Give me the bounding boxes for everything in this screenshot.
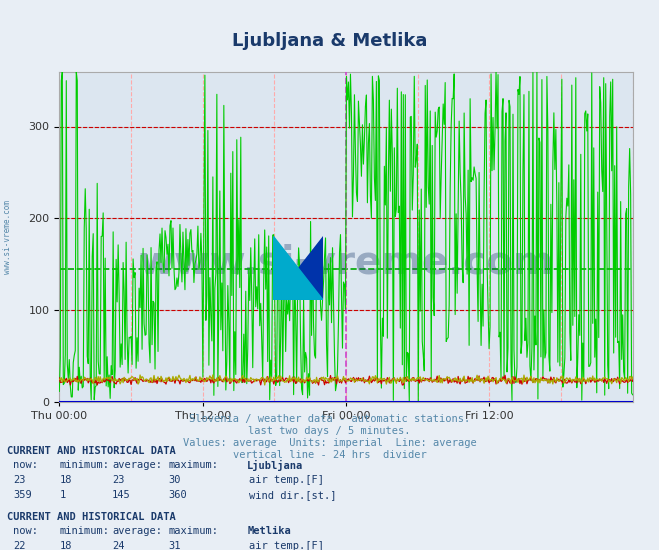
Text: maximum:: maximum: <box>168 526 218 536</box>
Text: 23: 23 <box>13 475 26 485</box>
Text: 31: 31 <box>168 541 181 550</box>
Text: Ljubljana & Metlika: Ljubljana & Metlika <box>232 32 427 50</box>
Text: 23: 23 <box>112 475 125 485</box>
Text: air temp.[F]: air temp.[F] <box>249 541 324 550</box>
Text: CURRENT AND HISTORICAL DATA: CURRENT AND HISTORICAL DATA <box>7 512 175 521</box>
Polygon shape <box>273 236 323 300</box>
Text: average:: average: <box>112 526 162 536</box>
Text: www.si-vreme.com: www.si-vreme.com <box>3 200 13 273</box>
Text: www.si-vreme.com: www.si-vreme.com <box>138 244 554 282</box>
Text: Metlika: Metlika <box>247 526 291 536</box>
Text: 18: 18 <box>59 541 72 550</box>
Text: air temp.[F]: air temp.[F] <box>249 475 324 485</box>
Text: 30: 30 <box>168 475 181 485</box>
Text: 359: 359 <box>13 490 32 500</box>
Text: 24: 24 <box>112 541 125 550</box>
Text: 1: 1 <box>59 490 65 500</box>
Text: Values: average  Units: imperial  Line: average: Values: average Units: imperial Line: av… <box>183 438 476 448</box>
Text: vertical line - 24 hrs  divider: vertical line - 24 hrs divider <box>233 450 426 460</box>
Text: last two days / 5 minutes.: last two days / 5 minutes. <box>248 426 411 436</box>
Text: 22: 22 <box>13 541 26 550</box>
Text: now:: now: <box>13 526 38 536</box>
Text: wind dir.[st.]: wind dir.[st.] <box>249 490 337 500</box>
Polygon shape <box>273 236 323 300</box>
Text: 145: 145 <box>112 490 130 500</box>
Text: 18: 18 <box>59 475 72 485</box>
Text: average:: average: <box>112 460 162 470</box>
Text: maximum:: maximum: <box>168 460 218 470</box>
Text: minimum:: minimum: <box>59 460 109 470</box>
Text: 360: 360 <box>168 490 186 500</box>
Text: Ljubljana: Ljubljana <box>247 460 303 471</box>
Text: CURRENT AND HISTORICAL DATA: CURRENT AND HISTORICAL DATA <box>7 446 175 455</box>
Text: Slovenia / weather data - automatic stations.: Slovenia / weather data - automatic stat… <box>189 414 470 424</box>
Text: minimum:: minimum: <box>59 526 109 536</box>
Text: now:: now: <box>13 460 38 470</box>
